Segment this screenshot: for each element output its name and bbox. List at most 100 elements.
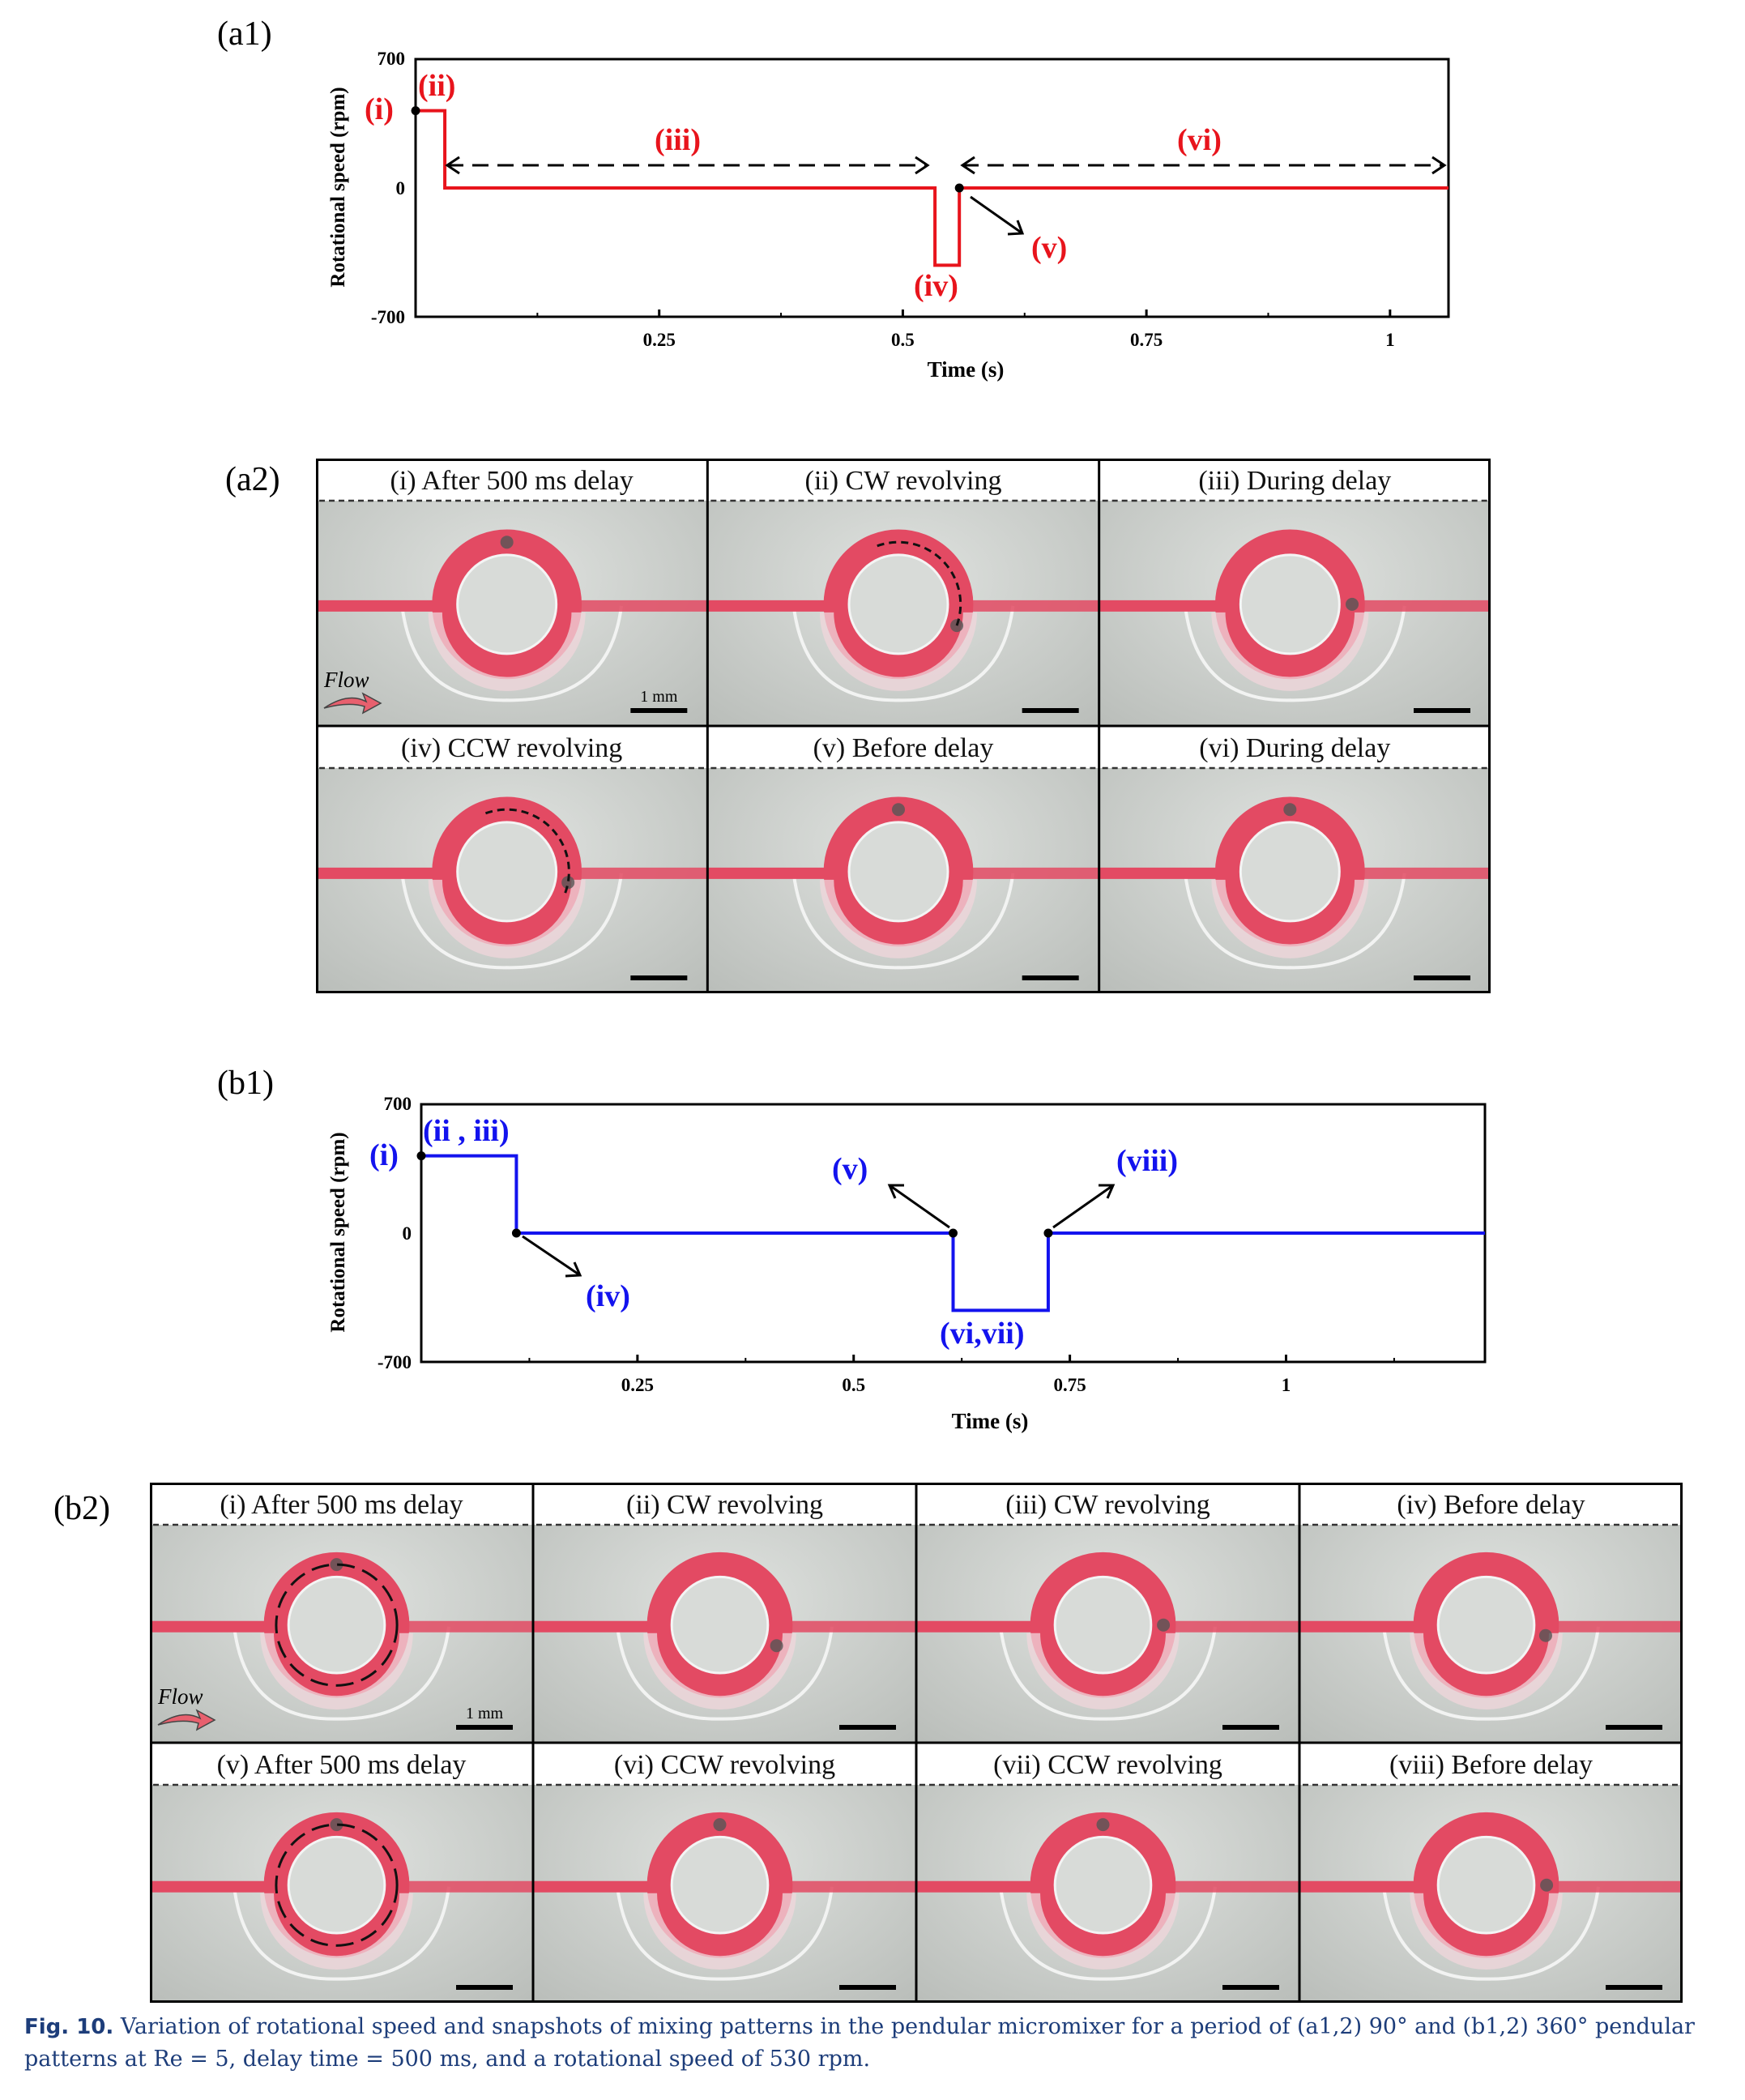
pointer-arrow-v xyxy=(889,1184,950,1229)
annot-b1-v: (v) xyxy=(832,1152,868,1186)
panel-label-b1: (b1) xyxy=(217,1065,274,1102)
grid-b2: (i) After 500 ms delay 1 mm Flow (ii) CW re… xyxy=(150,1483,1683,2003)
a2-scale-bar-3 xyxy=(630,975,688,980)
panel-label-a2: (a2) xyxy=(225,461,280,498)
a2-scale-bar-2 xyxy=(1414,708,1470,713)
annot-b1-viii: (viii) xyxy=(1116,1144,1178,1178)
b2-cell-1: (ii) CW revolving xyxy=(533,1483,916,1743)
a2-ring-3 xyxy=(432,796,582,947)
a2-cell-4: (v) Before delay xyxy=(707,726,1099,993)
pointer-arrow-viii xyxy=(1052,1184,1114,1229)
cw-full-arrow-icon xyxy=(275,1563,399,1687)
b2-label-1: (ii) CW revolving xyxy=(626,1490,823,1520)
xlabel-b1: Time (s) xyxy=(952,1409,1029,1433)
marker-b1-2 xyxy=(949,1228,958,1238)
marker-a1-0 xyxy=(411,106,420,116)
b2-label-2: (iii) CW revolving xyxy=(1005,1490,1210,1520)
b2-scale-bar-6 xyxy=(1222,1985,1279,1990)
a2-cell-0: (i) After 500 ms delay 1 mm Flow xyxy=(316,459,708,726)
b2-scale-bar-0 xyxy=(456,1725,513,1730)
annot-b1-ii-iii: (ii , iii) xyxy=(423,1114,510,1148)
b2-cell-5: (vi) CCW revolving xyxy=(533,1743,916,2003)
a2-bead-2 xyxy=(1346,597,1359,611)
ylabel-a1: Rotational speed (rpm) xyxy=(327,87,349,287)
b2-ring-3 xyxy=(1413,1552,1559,1698)
b2-scale-bar-2 xyxy=(1222,1725,1279,1730)
marker-a1-1 xyxy=(954,183,964,193)
b2-label-7: (viii) Before delay xyxy=(1389,1750,1593,1780)
annot-a1-ii: (ii) xyxy=(418,69,455,103)
xtick-label-b1-2: 0.75 xyxy=(1053,1375,1086,1395)
b2-bead-2 xyxy=(1157,1618,1171,1632)
grid-a2: (i) After 500 ms delay 1 mm Flow (ii) CW re… xyxy=(316,459,1491,993)
xtick-label-a1-2: 0.75 xyxy=(1130,330,1163,350)
a2-bead-5 xyxy=(1283,803,1297,817)
ytick-a1-2: -700 xyxy=(371,307,405,327)
ytick-b1-2: -700 xyxy=(378,1352,412,1372)
a2-label-5: (vi) During delay xyxy=(1199,733,1390,763)
b2-cell-6: (vii) CCW revolving xyxy=(916,1743,1299,2003)
panel-label-a1: (a1) xyxy=(217,15,272,53)
marker-b1-0 xyxy=(416,1151,426,1161)
xtick-label-b1-0: 0.25 xyxy=(621,1375,654,1395)
b2-cell-7: (viii) Before delay xyxy=(1299,1743,1683,2003)
b2-scale-bar-3 xyxy=(1606,1725,1662,1730)
b2-bead-0 xyxy=(330,1558,343,1572)
flow-arrow-icon xyxy=(157,1709,216,1731)
marker-b1-1 xyxy=(511,1228,521,1238)
chart-a1: (a1) 0.25 0.5 0.75 1 700 0 -700 Rotational … xyxy=(217,15,1450,382)
a2-ring-1 xyxy=(823,529,974,680)
b2-label-3: (iv) Before delay xyxy=(1397,1490,1585,1520)
a2-bead-0 xyxy=(500,536,514,549)
b2-label-4: (v) After 500 ms delay xyxy=(217,1750,467,1780)
series-line-b1 xyxy=(421,1154,1485,1312)
a2-cell-2: (iii) During delay xyxy=(1099,459,1491,726)
xtick-label-a1-0: 0.25 xyxy=(643,330,676,350)
a2-label-0: (i) After 500 ms delay xyxy=(390,466,634,496)
b2-cell-2: (iii) CW revolving xyxy=(916,1483,1299,1743)
b2-label-5: (vi) CCW revolving xyxy=(614,1750,835,1780)
annot-a1-iii: (iii) xyxy=(655,123,701,157)
annot-b1-i: (i) xyxy=(369,1138,399,1172)
b2-bead-3 xyxy=(1538,1628,1552,1642)
figure-caption: Fig. 10. Variation of rotational speed a… xyxy=(24,2011,1726,2076)
pointer-arrow-iv xyxy=(522,1235,581,1277)
xtick-label-a1-1: 0.5 xyxy=(891,330,915,350)
b2-scale-bar-4 xyxy=(456,1985,513,1990)
a2-label-4: (v) Before delay xyxy=(813,733,994,763)
a2-cell-3: (iv) CCW revolving xyxy=(316,726,708,993)
a2-scale-bar-5 xyxy=(1414,975,1470,980)
xtick-label-b1-1: 0.5 xyxy=(842,1375,865,1395)
a2-bead-1 xyxy=(950,619,964,633)
a2-label-3: (iv) CCW revolving xyxy=(401,733,622,763)
a2-cell-5: (vi) During delay xyxy=(1099,726,1491,993)
b2-bead-1 xyxy=(770,1639,783,1653)
xtick-label-a1-3: 1 xyxy=(1385,330,1395,350)
caption-label: Fig. 10. xyxy=(24,2015,114,2039)
flow-arrow-icon xyxy=(323,692,382,715)
caption-text: Variation of rotational speed and snapsh… xyxy=(24,2014,1695,2072)
panel-label-b2: (b2) xyxy=(53,1490,110,1527)
b2-flow-label: Flow xyxy=(157,1684,203,1709)
annot-b1-vi-vii: (vi,vii) xyxy=(940,1317,1024,1351)
a2-scale-bar-4 xyxy=(1022,975,1079,980)
b2-cell-3: (iv) Before delay xyxy=(1299,1483,1683,1743)
ytick-b1-0: 700 xyxy=(384,1094,412,1114)
a2-cell-1: (ii) CW revolving xyxy=(707,459,1099,726)
ylabel-b1: Rotational speed (rpm) xyxy=(327,1132,349,1332)
a2-label-2: (iii) During delay xyxy=(1198,466,1391,496)
b2-bead-4 xyxy=(330,1818,343,1832)
b2-scale-bar-1 xyxy=(839,1725,896,1730)
b2-label-0: (i) After 500 ms delay xyxy=(220,1490,463,1520)
annot-a1-vi: (vi) xyxy=(1177,123,1222,157)
b2-bead-7 xyxy=(1540,1878,1554,1892)
annot-a1-iv: (iv) xyxy=(914,269,958,303)
annot-a1-v: (v) xyxy=(1031,231,1067,265)
marker-b1-3 xyxy=(1043,1228,1053,1238)
b2-bead-5 xyxy=(713,1818,727,1832)
b2-scale-bar-5 xyxy=(839,1985,896,1990)
a2-scale-bar-0 xyxy=(630,708,688,713)
a2-scale-bar-1 xyxy=(1022,708,1079,713)
xlabel-a1: Time (s) xyxy=(928,357,1005,382)
a2-scale-label: 1 mm xyxy=(640,688,678,706)
